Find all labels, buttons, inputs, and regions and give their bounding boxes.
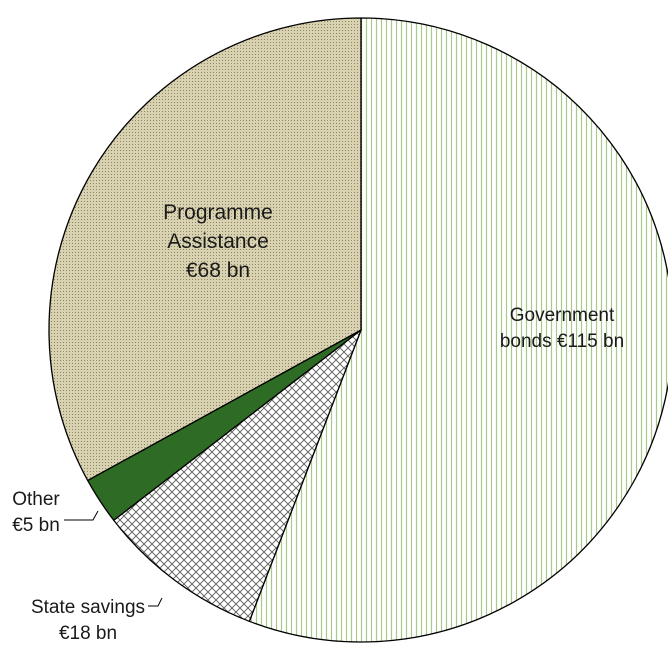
leader-line-other [64, 510, 99, 521]
slice-label-line: €68 bn [186, 259, 250, 282]
pie-slice-programme-assistance [48, 17, 362, 482]
leader-line-state-savings [148, 597, 163, 607]
slice-label-programme-assistance: Programme Assistance €68 bn [163, 201, 273, 282]
pie-slice-state-savings [113, 329, 362, 622]
slice-label-line: bonds €115 bn [500, 331, 624, 352]
slice-label-line: State savings [31, 597, 145, 618]
slice-label-state-savings: State savings €18 bn [31, 597, 145, 644]
slice-label-line: Government [510, 305, 615, 326]
slice-label-line: Other [12, 489, 60, 510]
slice-label-government-bonds: Government bonds €115 bn [500, 305, 624, 352]
slice-label-line: €5 bn [12, 515, 60, 536]
slice-label-line: Programme [163, 201, 273, 224]
pie-slices [48, 17, 668, 643]
slice-label-other: Other €5 bn [12, 489, 60, 536]
slice-label-line: Assistance [167, 230, 269, 253]
slice-label-line: €18 bn [59, 623, 117, 644]
slice-labels: Government bonds €115 bn State savings €18 … [12, 201, 624, 644]
leader-lines [64, 510, 163, 607]
